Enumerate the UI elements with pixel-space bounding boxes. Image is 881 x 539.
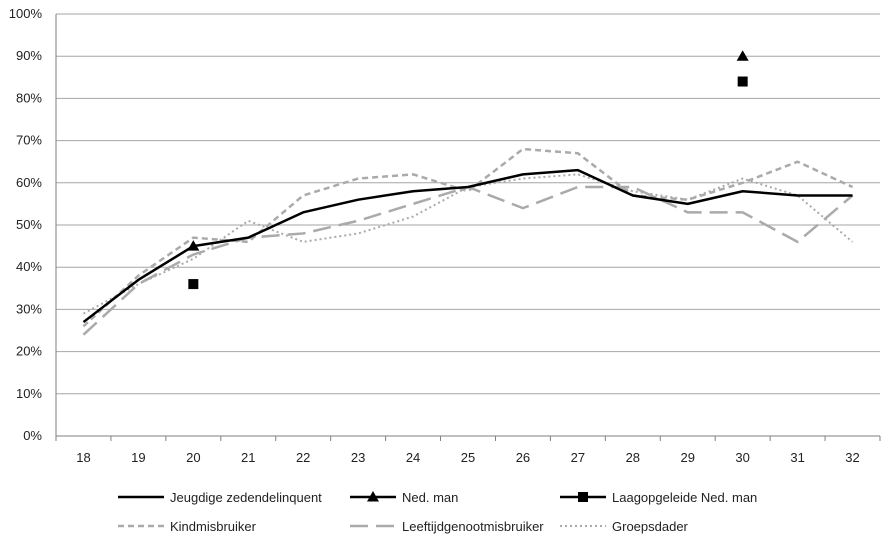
series-line (82, 147, 854, 328)
y-tick-label: 0% (23, 428, 42, 443)
y-tick-label: 90% (16, 48, 42, 63)
series-kindmisbruiker (82, 147, 854, 328)
x-tick-label: 31 (790, 450, 804, 465)
x-tick-labels: 18 19 20 21 22 23 24 25 26 27 28 29 30 31 32 (76, 450, 860, 465)
x-tick-label: 23 (351, 450, 365, 465)
legend-label: Jeugdige zedendelinquent (170, 490, 322, 505)
x-tick-label: 26 (516, 450, 530, 465)
data-point (188, 279, 199, 290)
y-tick-label: 70% (16, 133, 42, 148)
series-leeftijdgenootmisbruiker (82, 185, 854, 336)
legend-item: Jeugdige zedendelinquent (118, 490, 322, 505)
legend-label: Leeftijdgenootmisbruiker (402, 519, 544, 534)
y-tick-label: 60% (16, 175, 42, 190)
x-tick-label: 21 (241, 450, 255, 465)
y-tick-label: 30% (16, 301, 42, 316)
gridlines (56, 13, 880, 395)
x-tick-label: 20 (186, 450, 200, 465)
x-tick-label: 18 (76, 450, 90, 465)
x-tick-label: 24 (406, 450, 420, 465)
legend-marker (578, 492, 588, 502)
legend-marker (367, 491, 379, 502)
series-line (82, 168, 853, 324)
x-tick-label: 30 (735, 450, 749, 465)
series-line (82, 173, 854, 315)
legend: Jeugdige zedendelinquent Ned. man Laagopge… (118, 490, 757, 534)
series-line (82, 185, 854, 336)
y-tick-labels: 0% 10% 20% 30% 40% 50% 60% 70% 80% 90% 100% (9, 6, 43, 443)
y-tick-label: 20% (16, 344, 42, 359)
series-lines (82, 50, 854, 336)
series-ned-man (187, 50, 749, 251)
legend-item: Leeftijdgenootmisbruiker (350, 519, 544, 534)
data-point (736, 50, 749, 61)
legend-item: Ned. man (350, 490, 458, 505)
x-tick-label: 19 (131, 450, 145, 465)
axes (55, 14, 881, 441)
x-tick-label: 25 (461, 450, 475, 465)
data-point (187, 240, 200, 251)
y-tick-label: 50% (16, 217, 42, 232)
legend-item: Laagopgeleide Ned. man (560, 490, 757, 505)
legend-label: Kindmisbruiker (170, 519, 257, 534)
legend-item: Groepsdader (560, 519, 689, 534)
x-tick-label: 27 (571, 450, 585, 465)
y-tick-label: 10% (16, 386, 42, 401)
legend-label: Laagopgeleide Ned. man (612, 490, 757, 505)
legend-label: Ned. man (402, 490, 458, 505)
legend-item: Kindmisbruiker (118, 519, 257, 534)
x-tick-label: 32 (845, 450, 859, 465)
series-laagopgeleide-ned-man (188, 76, 748, 290)
x-tick-label: 22 (296, 450, 310, 465)
y-tick-label: 100% (9, 6, 43, 21)
series-jeugdige-zedendelinquent (82, 168, 853, 324)
y-tick-label: 40% (16, 259, 42, 274)
y-tick-label: 80% (16, 90, 42, 105)
series-groepsdader (82, 173, 854, 315)
legend-label: Groepsdader (612, 519, 689, 534)
x-tick-label: 28 (626, 450, 640, 465)
data-point (737, 76, 748, 87)
x-tick-label: 29 (680, 450, 694, 465)
